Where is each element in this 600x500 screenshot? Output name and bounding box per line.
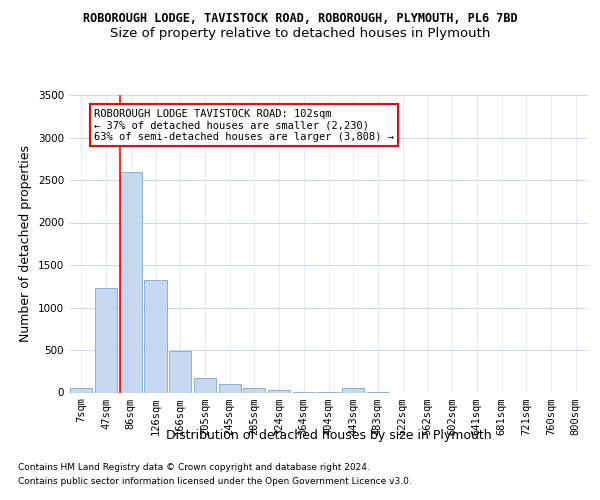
Text: Contains HM Land Registry data © Crown copyright and database right 2024.: Contains HM Land Registry data © Crown c… bbox=[18, 464, 370, 472]
Text: ROBOROUGH LODGE, TAVISTOCK ROAD, ROBOROUGH, PLYMOUTH, PL6 7BD: ROBOROUGH LODGE, TAVISTOCK ROAD, ROBOROU… bbox=[83, 12, 517, 26]
Text: ROBOROUGH LODGE TAVISTOCK ROAD: 102sqm
← 37% of detached houses are smaller (2,2: ROBOROUGH LODGE TAVISTOCK ROAD: 102sqm ←… bbox=[94, 108, 394, 142]
Y-axis label: Number of detached properties: Number of detached properties bbox=[19, 145, 32, 342]
Bar bbox=[119, 172, 142, 392]
Bar bbox=[268, 390, 290, 392]
Text: Size of property relative to detached houses in Plymouth: Size of property relative to detached ho… bbox=[110, 28, 490, 40]
Bar bbox=[243, 388, 265, 392]
Bar bbox=[194, 378, 216, 392]
Bar bbox=[70, 388, 92, 392]
Bar bbox=[95, 288, 117, 393]
Bar bbox=[169, 351, 191, 393]
Text: Contains public sector information licensed under the Open Government Licence v3: Contains public sector information licen… bbox=[18, 477, 412, 486]
Text: Distribution of detached houses by size in Plymouth: Distribution of detached houses by size … bbox=[166, 430, 491, 442]
Bar bbox=[145, 280, 167, 392]
Bar bbox=[218, 384, 241, 392]
Bar bbox=[342, 388, 364, 392]
